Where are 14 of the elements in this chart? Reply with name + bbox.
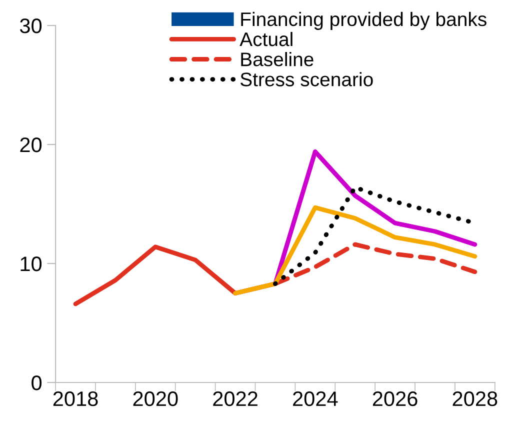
x-tick-label: 2020 (133, 391, 178, 406)
x-tick-label: 2018 (53, 391, 98, 406)
legend-label: Financing provided by banks (241, 12, 486, 30)
y-tick-label: 0 (32, 376, 42, 390)
legend-label: Baseline (241, 52, 314, 66)
x-tick-label: 2022 (213, 391, 258, 406)
legend-label: Actual (240, 32, 292, 46)
x-tick-label: 2024 (293, 391, 338, 406)
x-tick-label: 2026 (372, 391, 418, 406)
y-tick-label: 20 (20, 138, 42, 152)
y-tick-label: 30 (20, 18, 42, 34)
x-tick-label: 2028 (452, 391, 498, 406)
legend-label: Stress scenario (240, 72, 373, 86)
y-tick-label: 10 (20, 256, 42, 272)
